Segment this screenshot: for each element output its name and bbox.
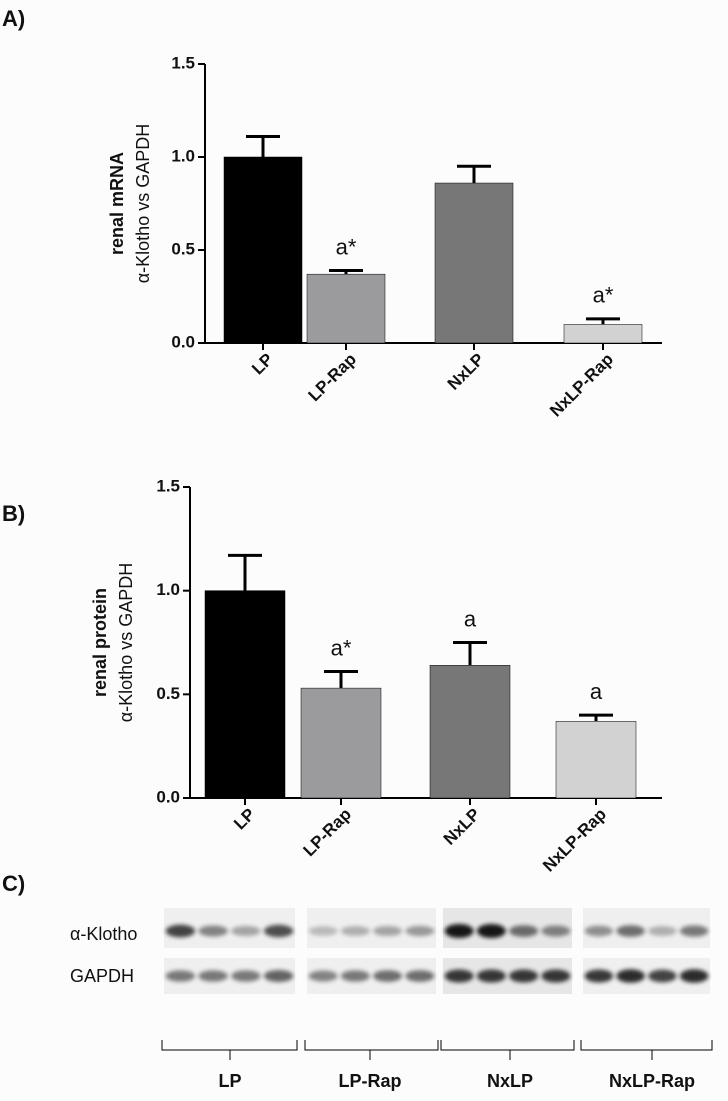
blot-band: [308, 926, 338, 936]
x-tick-label: NxLP-Rap: [546, 350, 617, 421]
blot-band: [405, 970, 435, 982]
blot-row-label: α-Klotho: [70, 924, 137, 944]
x-tick-label: LP-Rap: [299, 805, 355, 861]
annotation: a*: [336, 234, 357, 259]
blot-band: [263, 970, 294, 982]
group-bracket: [304, 1040, 439, 1060]
blot-band: [308, 970, 338, 982]
annotation: a*: [593, 283, 614, 308]
x-tick-label: NxLP: [444, 350, 488, 394]
group-label: NxLP-Rap: [609, 1071, 695, 1091]
blot-band: [198, 970, 228, 982]
blot-band: [444, 969, 474, 983]
y-tick-label: 0.5: [171, 239, 195, 258]
blot-band: [263, 924, 294, 938]
blot-band: [616, 925, 645, 937]
group-label: LP: [218, 1071, 241, 1091]
group-label: NxLP: [487, 1071, 533, 1091]
blot-band: [541, 925, 571, 937]
annotation: a*: [331, 635, 352, 660]
blot-band: [340, 926, 370, 936]
blot-band: [584, 969, 614, 983]
x-tick-label: LP: [248, 350, 277, 379]
blot-band: [679, 969, 709, 983]
blot-band: [198, 925, 228, 937]
y-tick-label: 1.5: [156, 476, 180, 495]
y-tick-label: 0.5: [156, 684, 180, 703]
x-tick-label: NxLP-Rap: [539, 805, 610, 876]
blot-band: [648, 969, 677, 983]
group-bracket: [440, 1040, 575, 1060]
bar: [429, 665, 511, 799]
y-axis-label: α-Klotho vs GAPDH: [133, 124, 153, 283]
y-axis-label: renal mRNA: [107, 152, 127, 255]
bar: [555, 721, 637, 799]
annotation: a: [464, 606, 477, 631]
y-tick-label: 1.0: [156, 580, 180, 599]
x-tick-label: LP: [230, 805, 259, 834]
y-axis-label: α-Klotho vs GAPDH: [116, 563, 136, 722]
bar: [306, 273, 386, 344]
panel-label: C): [2, 871, 25, 896]
blot-band: [476, 924, 506, 938]
panel-label: A): [2, 6, 25, 31]
blot-band: [444, 924, 474, 938]
blot-band: [373, 925, 403, 937]
blot-band: [165, 924, 196, 938]
annotation: a: [590, 679, 603, 704]
blot-band: [165, 970, 196, 982]
blot-band: [509, 925, 539, 937]
blot-band: [648, 926, 677, 936]
blot-row-label: GAPDH: [70, 966, 134, 986]
x-tick-label: NxLP: [440, 805, 484, 849]
y-tick-label: 0.0: [156, 787, 180, 806]
blot-band: [584, 925, 614, 937]
blot-band: [231, 970, 261, 982]
blot-band: [509, 969, 539, 983]
blot-band: [616, 969, 645, 983]
panel-label: B): [2, 501, 25, 526]
blot-band: [679, 925, 709, 937]
group-bracket: [580, 1040, 713, 1060]
bar: [434, 182, 514, 344]
blot-band: [405, 925, 435, 937]
blot-band: [340, 970, 370, 982]
bar: [223, 156, 303, 344]
y-axis-label: renal protein: [90, 588, 110, 697]
blot-band: [373, 970, 403, 982]
y-tick-label: 1.5: [171, 53, 195, 72]
y-tick-label: 1.0: [171, 146, 195, 165]
bar: [300, 687, 382, 799]
bar: [204, 590, 286, 799]
group-label: LP-Rap: [339, 1071, 402, 1091]
x-tick-label: LP-Rap: [304, 350, 360, 406]
blot-band: [541, 969, 571, 983]
blot-band: [476, 969, 506, 983]
y-tick-label: 0.0: [171, 332, 195, 351]
blot-band: [231, 925, 261, 937]
group-bracket: [161, 1040, 298, 1060]
bar: [563, 324, 643, 344]
